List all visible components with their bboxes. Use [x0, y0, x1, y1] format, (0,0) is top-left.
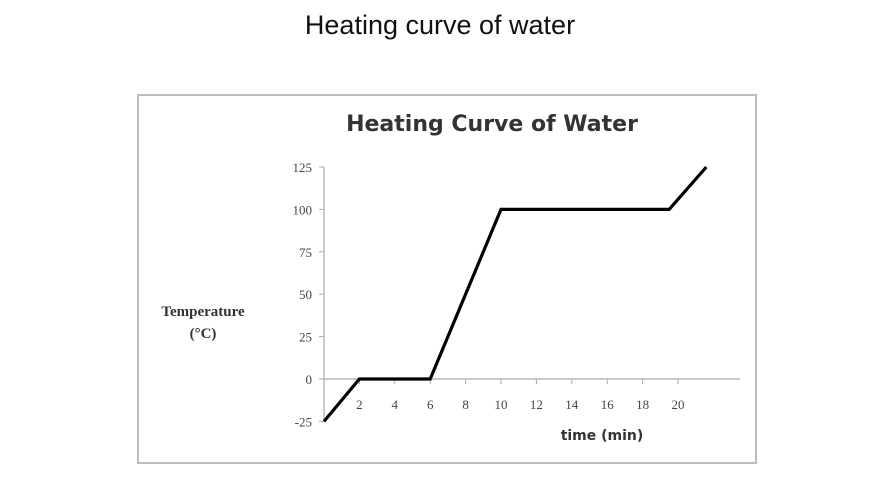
x-tick-label: 20 — [672, 397, 685, 412]
y-tick-label: -25 — [295, 414, 312, 429]
y-axis-unit: (°C) — [190, 326, 217, 342]
x-tick-label: 12 — [530, 397, 543, 412]
slide-title: Heating curve of water — [304, 10, 576, 40]
y-tick-label: 0 — [306, 372, 313, 387]
x-tick-label: 18 — [636, 397, 649, 412]
y-tick-label: 125 — [293, 160, 313, 175]
x-tick-label: 4 — [392, 397, 399, 412]
x-tick-label: 8 — [462, 397, 469, 412]
x-tick-label: 14 — [565, 397, 579, 412]
x-tick-label: 10 — [495, 397, 508, 412]
x-tick-label: 16 — [601, 397, 615, 412]
x-axis-label: time (min) — [561, 428, 644, 444]
y-tick-label: 75 — [299, 245, 312, 260]
y-tick-label: 50 — [299, 287, 312, 302]
y-axis-label: Temperature — [161, 304, 245, 320]
x-tick-label: 2 — [356, 397, 363, 412]
y-tick-label: 100 — [293, 202, 313, 217]
x-tick-label: 6 — [427, 397, 434, 412]
y-tick-label: 25 — [299, 330, 312, 345]
chart-title: Heating Curve of Water — [346, 112, 638, 137]
heating-curve-line — [322, 165, 708, 423]
chart-frame — [137, 94, 757, 464]
